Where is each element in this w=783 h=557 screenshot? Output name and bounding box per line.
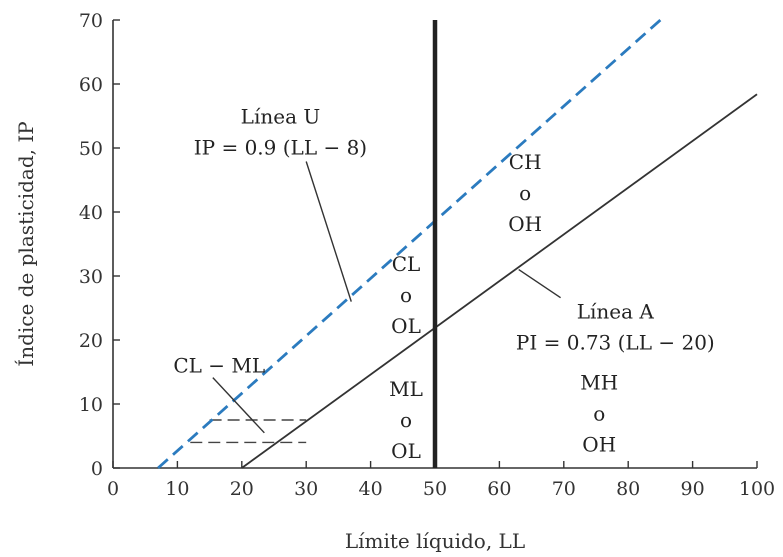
- x-tick-label: 40: [359, 478, 383, 500]
- y-tick-label: 10: [79, 394, 103, 416]
- annotation-text: OH: [508, 212, 542, 236]
- x-tick-label: 90: [681, 478, 705, 500]
- x-tick-label: 70: [552, 478, 576, 500]
- annotation-text: CL: [392, 252, 421, 276]
- annotation-text: Línea U: [241, 105, 321, 129]
- y-tick-label: 40: [79, 202, 103, 224]
- annotation-text: o: [400, 408, 412, 432]
- annotation-text: CH: [509, 150, 542, 174]
- y-tick-label: 70: [79, 10, 103, 32]
- y-tick-label: 0: [91, 458, 103, 480]
- annotation-pointer: [305, 161, 352, 302]
- x-tick-label: 20: [230, 478, 254, 500]
- annotation-text: o: [593, 402, 605, 426]
- annotation-pointer: [212, 377, 265, 434]
- a-line: [241, 93, 758, 469]
- annotation-text: Línea A: [577, 300, 655, 324]
- annotations: Línea U IP = 0.9 (LL − 8) Línea A PI = 0.73…: [173, 105, 714, 464]
- x-tick-label: 100: [739, 478, 775, 500]
- annotation-pointer: [518, 269, 561, 299]
- annotation-text: IP = 0.9 (LL − 8): [194, 136, 367, 160]
- plot-marks: [112, 18, 758, 470]
- annotation-text: OL: [391, 439, 421, 463]
- annotation-text: o: [400, 283, 412, 307]
- y-tick-label: 60: [79, 74, 103, 96]
- annotation-text: CL − ML: [173, 354, 265, 378]
- tick-labels: 0 10 20 30 40 50 60 70 80 90 100 0 10 20 30 40 50 60 70: [79, 10, 775, 500]
- x-axis-title: Límite líquido, LL: [345, 529, 525, 553]
- y-axis-title: Índice de plasticidad, IP: [14, 121, 38, 366]
- x-tick-label: 10: [165, 478, 189, 500]
- x-tick-label: 30: [294, 478, 318, 500]
- y-tick-label: 30: [79, 266, 103, 288]
- y-tick-label: 20: [79, 330, 103, 352]
- u-line: [157, 18, 662, 470]
- x-tick-label: 0: [107, 478, 119, 500]
- annotation-text: PI = 0.73 (LL − 20): [516, 331, 715, 355]
- annotation-text: MH: [580, 371, 618, 395]
- annotation-text: OL: [391, 314, 421, 338]
- annotation-text: ML: [389, 377, 423, 401]
- annotation-text: o: [519, 181, 531, 205]
- y-tick-label: 50: [79, 138, 103, 160]
- x-tick-label: 50: [423, 478, 447, 500]
- x-tick-label: 60: [487, 478, 511, 500]
- x-tick-label: 80: [616, 478, 640, 500]
- annotation-text: OH: [582, 433, 616, 457]
